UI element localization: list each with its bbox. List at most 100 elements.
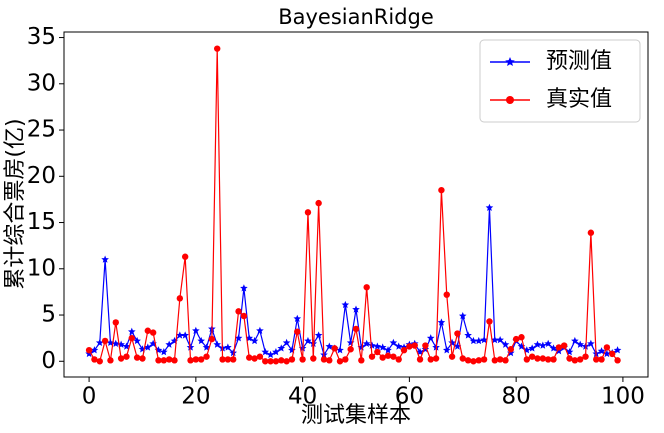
marker: [469, 336, 478, 345]
marker: [192, 356, 200, 363]
marker: [352, 305, 360, 313]
marker: [528, 344, 536, 352]
marker: [571, 336, 579, 345]
marker: [491, 357, 498, 364]
marker: [133, 336, 141, 345]
marker: [144, 343, 152, 351]
marker: [486, 318, 493, 325]
marker: [464, 357, 472, 364]
marker: [437, 318, 446, 326]
marker: [331, 345, 338, 352]
marker: [598, 356, 605, 363]
marker: [219, 356, 226, 363]
marker: [261, 348, 270, 356]
marker: [272, 358, 280, 365]
marker: [368, 341, 376, 349]
marker: [224, 343, 232, 351]
marker: [96, 358, 103, 365]
marker: [443, 291, 450, 298]
marker: [614, 357, 621, 364]
marker: [197, 336, 205, 345]
marker: [384, 352, 392, 359]
marker: [422, 342, 429, 349]
marker: [314, 331, 323, 339]
marker: [304, 209, 312, 216]
marker: [426, 334, 435, 342]
marker: [582, 353, 589, 360]
marker: [416, 356, 424, 363]
marker: [603, 349, 611, 358]
marker: [432, 355, 440, 362]
marker: [505, 57, 515, 67]
marker: [107, 357, 114, 364]
marker: [341, 300, 350, 309]
marker: [256, 326, 264, 334]
marker: [539, 341, 547, 349]
marker: [112, 319, 119, 326]
marker: [208, 335, 216, 343]
y-tick-label: 35: [27, 24, 56, 50]
marker: [378, 343, 387, 351]
marker: [533, 340, 542, 348]
marker: [368, 353, 376, 360]
marker: [576, 340, 585, 348]
marker: [560, 342, 568, 349]
y-tick-label: 25: [27, 117, 56, 143]
marker: [496, 336, 504, 344]
marker: [310, 355, 317, 362]
marker: [336, 346, 344, 354]
marker: [374, 348, 381, 356]
marker: [593, 356, 600, 363]
marker: [176, 295, 184, 302]
marker: [197, 356, 205, 363]
marker: [214, 45, 221, 52]
marker: [502, 357, 509, 364]
marker: [246, 354, 253, 361]
y-tick-label: 5: [41, 302, 56, 328]
marker: [362, 339, 371, 347]
marker: [550, 356, 557, 363]
marker: [176, 331, 184, 339]
x-tick-label: 0: [82, 384, 97, 410]
marker: [597, 347, 606, 355]
marker: [400, 346, 408, 354]
marker: [283, 358, 290, 365]
marker: [577, 356, 584, 363]
marker: [549, 344, 558, 352]
marker: [282, 338, 291, 347]
marker: [448, 338, 456, 347]
marker: [144, 327, 152, 334]
marker: [485, 203, 494, 211]
marker: [512, 335, 520, 343]
y-tick-label: 15: [27, 209, 56, 235]
marker: [544, 356, 552, 363]
marker: [187, 357, 194, 364]
marker: [293, 314, 302, 322]
marker: [186, 343, 195, 351]
marker: [234, 334, 243, 342]
marker: [213, 340, 222, 348]
marker: [262, 358, 269, 365]
marker: [506, 96, 514, 104]
marker: [122, 342, 131, 350]
series-line: [88, 207, 618, 357]
marker: [613, 346, 622, 354]
marker: [101, 255, 109, 263]
marker: [480, 356, 488, 363]
chart-title: BayesianRidge: [278, 5, 434, 29]
marker: [571, 357, 579, 364]
marker: [459, 355, 466, 362]
marker: [496, 356, 504, 363]
marker: [395, 356, 402, 363]
marker: [320, 356, 328, 363]
x-axis-label: 测试集样本: [301, 403, 411, 428]
marker: [90, 346, 99, 354]
marker: [587, 229, 595, 236]
marker: [128, 334, 135, 342]
x-tick-label: 40: [288, 384, 317, 410]
y-axis-label: 累计综合票房(亿): [3, 118, 28, 289]
marker: [224, 356, 232, 363]
y-tick-label: 0: [41, 348, 56, 374]
marker: [256, 353, 264, 360]
marker: [240, 284, 248, 292]
